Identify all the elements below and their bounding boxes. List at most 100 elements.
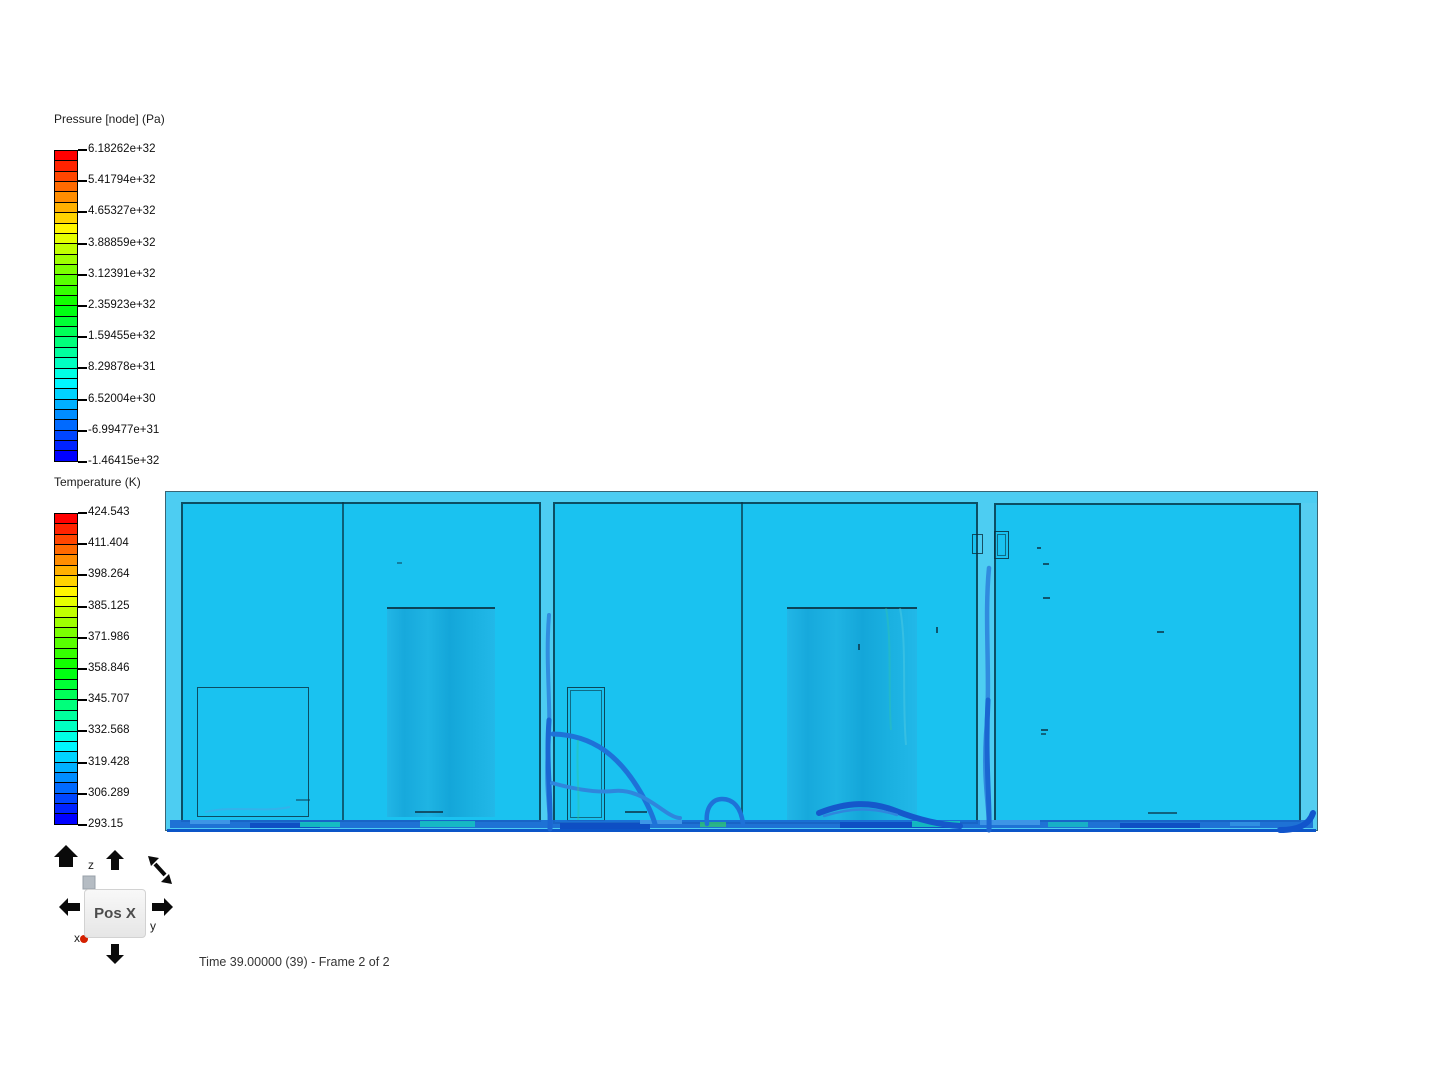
floor-dash	[1120, 823, 1200, 828]
legend-color-cell	[55, 596, 77, 608]
arrow-up-icon[interactable]	[106, 850, 124, 870]
thick-streamline-highlight	[822, 808, 899, 818]
home-icon[interactable]	[54, 845, 78, 867]
room-middle-divider	[741, 502, 743, 824]
legend-color-cell	[55, 783, 77, 794]
legend-color-cell	[55, 565, 77, 577]
legend-color-cell	[55, 441, 77, 452]
arrow-down-icon[interactable]	[106, 944, 124, 964]
tiny-mark	[1041, 729, 1048, 731]
room-right	[994, 503, 1301, 822]
arrow-left-icon[interactable]	[59, 898, 80, 916]
legend-color-cell	[55, 151, 77, 162]
legend-color-cell	[55, 430, 77, 442]
legend-value: 5.41794e+32	[88, 174, 156, 187]
arrow-right-icon[interactable]	[152, 898, 173, 916]
time-frame-label: Time 39.00000 (39) - Frame 2 of 2	[199, 955, 390, 969]
legend-color-cell	[55, 524, 77, 535]
floor-dash	[640, 820, 682, 824]
legend-value: 6.52004e+30	[88, 392, 156, 405]
edge-mark	[625, 811, 647, 813]
temperature-legend-ticks: 424.543 411.404 398.264 385.125 371.986 358.8…	[54, 475, 224, 835]
tiny-mark	[1157, 631, 1164, 633]
cabinet-outline-left	[197, 687, 309, 817]
legend-tick-mark	[78, 668, 87, 670]
floor-dash	[980, 820, 1040, 825]
legend-color-cell	[55, 368, 77, 379]
pressure-legend-title: Pressure [node] (Pa)	[54, 112, 165, 126]
legend-color-cell	[55, 202, 77, 214]
legend-color-cell	[55, 420, 77, 431]
tiny-mark	[1037, 547, 1041, 549]
legend-value: -6.99477e+31	[88, 423, 160, 436]
axis-z-label: z	[88, 858, 94, 872]
tiny-mark	[936, 627, 938, 633]
legend-color-cell	[55, 762, 77, 773]
legend-color-cell	[55, 306, 77, 317]
tiny-mark	[858, 644, 860, 650]
legend-color-cell	[55, 389, 77, 400]
legend-color-cell	[55, 378, 77, 390]
legend-tick-mark	[78, 636, 87, 639]
floor-dash	[1230, 822, 1260, 826]
arc-streamline	[550, 731, 658, 827]
faint-trace	[899, 607, 907, 746]
diagonal-arrows-icon[interactable]	[148, 856, 172, 884]
legend-value: 319.428	[88, 755, 130, 768]
legend-color-cell	[55, 275, 77, 286]
faint-streamline	[204, 806, 291, 813]
legend-color-cell	[55, 296, 77, 307]
legend-color-cell	[55, 451, 77, 461]
thick-streamline	[816, 801, 963, 829]
legend-color-cell	[55, 409, 77, 421]
temperature-legend: Temperature (K) 424.543 411.404 398.264 385…	[54, 475, 224, 830]
floor-green-dash	[700, 822, 726, 827]
legend-tick-mark	[78, 461, 87, 463]
tank-left	[387, 607, 495, 817]
legend-color-cell	[55, 555, 77, 566]
floor-teal-dash	[1048, 822, 1088, 827]
legend-value: 398.264	[88, 568, 130, 581]
legend-tick-mark	[78, 429, 87, 432]
floor-dash	[250, 823, 320, 828]
legend-tick-mark	[78, 398, 87, 401]
legend-tick-mark	[78, 367, 87, 370]
legend-tick-mark	[78, 305, 87, 307]
streamlines-overlay	[167, 547, 1316, 833]
legend-color-cell	[55, 264, 77, 276]
floor-dash	[190, 820, 230, 824]
legend-value: 306.289	[88, 786, 130, 799]
floor-teal-dash	[300, 822, 340, 827]
vent-box-small	[972, 534, 983, 554]
legend-color-cell	[55, 607, 77, 618]
loop-streamline	[704, 796, 746, 827]
pos-x-view-button[interactable]: Pos X	[84, 889, 146, 938]
legend-value: 411.404	[88, 537, 129, 550]
legend-color-cell	[55, 731, 77, 742]
legend-color-cell	[55, 545, 77, 556]
legend-color-cell	[55, 710, 77, 722]
outer-shell-strip	[1301, 503, 1317, 829]
tiny-mark	[1043, 563, 1049, 565]
legend-color-cell	[55, 534, 77, 546]
legend-color-cell	[55, 244, 77, 255]
legend-tick-mark	[78, 574, 87, 577]
legend-color-cell	[55, 669, 77, 680]
legend-value: 371.986	[88, 630, 130, 643]
legend-value: 6.18262e+32	[88, 143, 156, 155]
legend-color-cell	[55, 337, 77, 348]
tiny-mark	[1043, 597, 1050, 599]
vent-box-double	[994, 531, 1009, 559]
legend-value: 3.88859e+32	[88, 236, 156, 249]
pressure-legend: Pressure [node] (Pa) 6.18262e+32 5.41794e…	[54, 112, 224, 467]
legend-value: 2.35923e+32	[88, 299, 156, 311]
faint-green-trace	[885, 607, 892, 731]
legend-tick-mark	[78, 336, 87, 339]
legend-value: 8.29878e+31	[88, 361, 156, 374]
legend-tick-mark	[78, 730, 87, 733]
legend-tick-mark	[78, 699, 87, 702]
legend-color-cell	[55, 254, 77, 265]
legend-color-cell	[55, 772, 77, 784]
legend-value: 358.846	[88, 662, 130, 674]
legend-color-cell	[55, 721, 77, 732]
